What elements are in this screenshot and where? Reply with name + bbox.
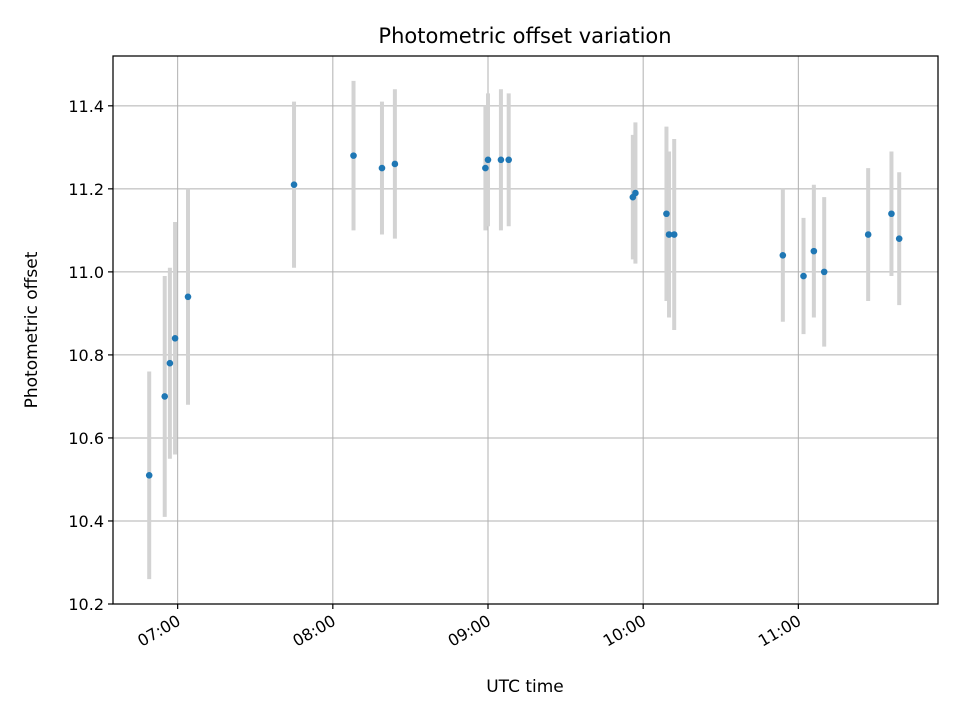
y-tick-label: 11.0 bbox=[68, 263, 104, 282]
y-tick-label: 11.2 bbox=[68, 180, 104, 199]
data-point bbox=[161, 393, 169, 400]
y-tick-label: 10.8 bbox=[68, 346, 104, 365]
data-point bbox=[391, 160, 399, 168]
data-point bbox=[800, 272, 807, 280]
data-point bbox=[171, 335, 179, 342]
data-point bbox=[895, 235, 903, 242]
data-point bbox=[350, 152, 357, 159]
data-point bbox=[665, 231, 673, 238]
data-point bbox=[484, 156, 492, 164]
chart-title: Photometric offset variation bbox=[378, 24, 671, 48]
x-axis-title: UTC time bbox=[486, 677, 564, 697]
y-axis: 10.2 10.4 10.6 10.8 11.0 11.2 11.4 bbox=[68, 97, 113, 614]
data-point bbox=[184, 293, 192, 301]
data-points bbox=[145, 152, 903, 479]
data-point bbox=[505, 156, 512, 164]
y-axis-title: Photometric offset bbox=[22, 251, 42, 408]
data-point bbox=[497, 156, 505, 164]
data-point bbox=[888, 210, 895, 218]
data-point bbox=[378, 164, 386, 172]
data-point bbox=[166, 359, 174, 367]
data-point bbox=[290, 181, 298, 188]
data-point bbox=[820, 268, 828, 276]
plot-frame bbox=[112, 55, 939, 605]
y-tick-label: 10.6 bbox=[68, 429, 104, 448]
data-point bbox=[864, 231, 872, 238]
data-point bbox=[810, 247, 818, 255]
y-tick-label: 11.4 bbox=[68, 97, 104, 116]
data-point bbox=[779, 251, 787, 259]
data-point bbox=[145, 472, 153, 479]
data-point bbox=[670, 231, 678, 238]
data-point bbox=[482, 164, 489, 172]
data-point bbox=[663, 210, 670, 218]
y-tick-label: 10.2 bbox=[68, 595, 104, 614]
plot-area bbox=[113, 56, 938, 604]
data-point bbox=[632, 189, 639, 197]
y-tick-label: 10.4 bbox=[68, 512, 104, 531]
